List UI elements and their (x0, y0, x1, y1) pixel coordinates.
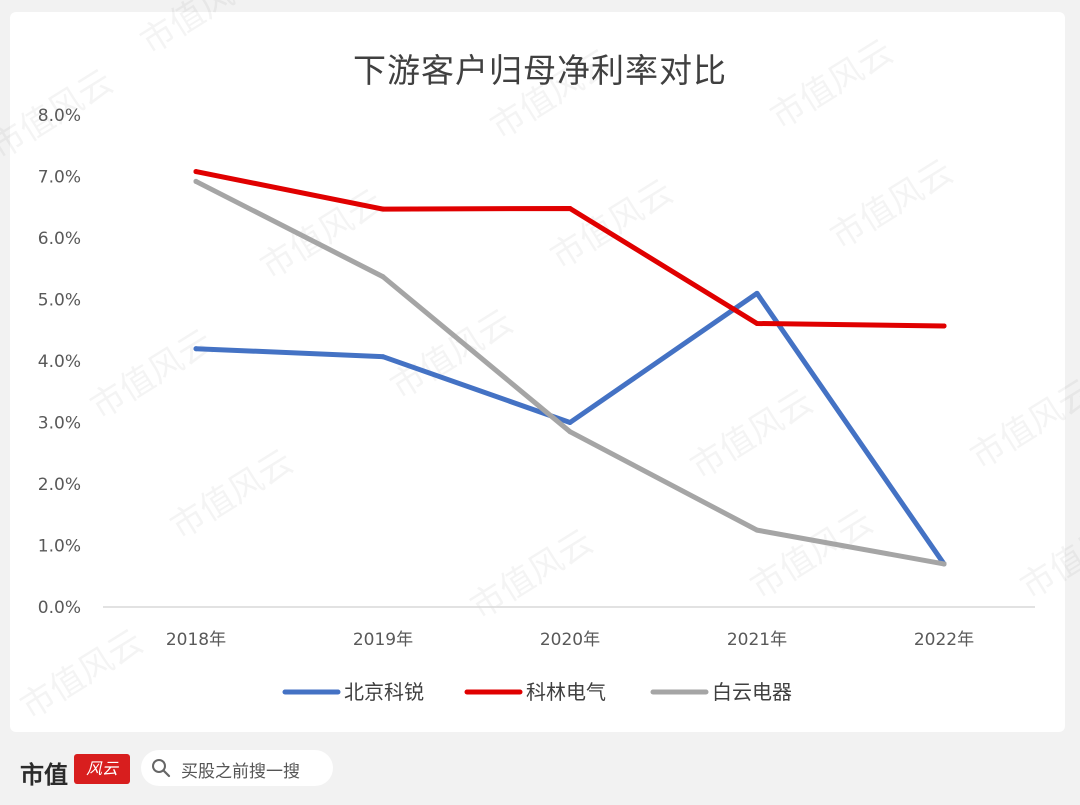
brand-logo-text[interactable]: 市值 (20, 760, 68, 789)
x-tick-label: 2018年 (166, 630, 226, 650)
watermark-text: 市值风云 (84, 322, 221, 428)
chart-card (10, 12, 1065, 732)
watermark-text: 市值风云 (744, 502, 881, 608)
x-tick-label: 2019年 (353, 630, 413, 650)
data-point (380, 274, 386, 280)
y-tick-label: 2.0% (38, 475, 81, 495)
data-point (193, 346, 199, 352)
watermark-text: 市值风云 (384, 302, 521, 408)
footer-bar: 市值 风云 买股之前搜一搜 (0, 736, 1080, 805)
data-point (941, 323, 947, 329)
legend-label: 北京科锐 (344, 680, 424, 704)
watermark-text: 市值风云 (1014, 502, 1080, 608)
y-tick-label: 6.0% (38, 229, 81, 249)
chart-title: 下游客户归母净利率对比 (353, 51, 727, 90)
chart-axes: 0.0% 1.0% 2.0% 3.0% 4.0% 5.0% 6.0% 7.0% 8.0% 2018… (38, 106, 1035, 650)
watermark-text: 市值风云 (464, 522, 601, 628)
data-point (193, 178, 199, 184)
legend-label: 科林电气 (526, 680, 606, 704)
data-point (754, 290, 760, 296)
legend-label: 白云电器 (712, 680, 792, 704)
data-point (193, 169, 199, 175)
y-tick-label: 7.0% (38, 168, 81, 188)
search-icon (152, 759, 171, 778)
watermark-text: 市值风云 (824, 152, 961, 258)
watermark-text: 市值风云 (164, 442, 301, 548)
data-point (380, 354, 386, 360)
x-tick-label: 2022年 (914, 630, 974, 650)
watermark-text: 市值风云 (684, 382, 821, 488)
series-layer (193, 169, 947, 567)
y-tick-label: 1.0% (38, 537, 81, 557)
x-tick-label: 2021年 (727, 630, 787, 650)
data-point (567, 420, 573, 425)
data-point (754, 320, 760, 326)
chart-legend: 北京科锐 科林电气 白云电器 (282, 680, 792, 704)
y-tick-label: 4.0% (38, 352, 81, 372)
watermark-text: 市值风云 (964, 372, 1080, 478)
data-point (941, 561, 947, 567)
y-tick-label: 0.0% (38, 598, 81, 618)
data-point (567, 205, 573, 211)
data-point (754, 527, 760, 533)
data-point (567, 429, 573, 435)
x-tick-label: 2020年 (540, 630, 600, 650)
watermark-text: 市值风云 (14, 622, 151, 728)
y-tick-label: 5.0% (38, 291, 81, 311)
y-tick-label: 8.0% (38, 106, 81, 126)
search-placeholder: 买股之前搜一搜 (181, 762, 300, 782)
y-tick-label: 3.0% (38, 414, 81, 434)
search-box[interactable]: 买股之前搜一搜 (141, 750, 333, 786)
brand-logo-badge[interactable]: 风云 (74, 754, 130, 784)
data-point (380, 206, 386, 212)
